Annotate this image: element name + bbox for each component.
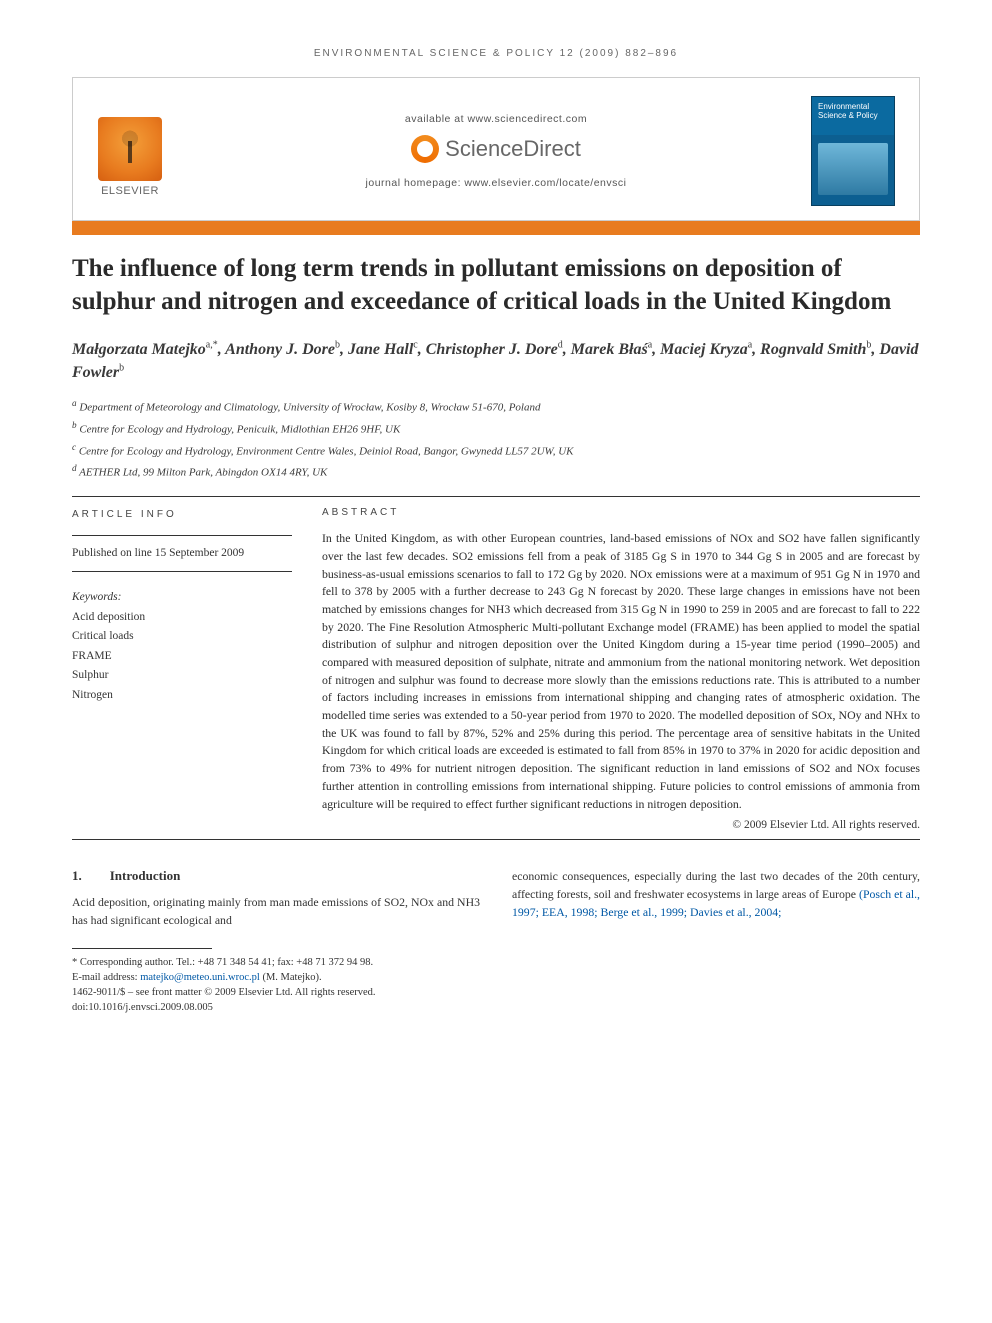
- affiliation-line: b Centre for Ecology and Hydrology, Peni…: [72, 418, 920, 439]
- keyword: Critical loads: [72, 627, 292, 645]
- affiliation-line: d AETHER Ltd, 99 Milton Park, Abingdon O…: [72, 461, 920, 482]
- intro-text-left: Acid deposition, originating mainly from…: [72, 894, 480, 929]
- divider: [72, 496, 920, 497]
- abstract-body: In the United Kingdom, as with other Eur…: [322, 530, 920, 813]
- corresponding-author: * Corresponding author. Tel.: +48 71 348…: [72, 955, 480, 970]
- journal-cover-title: Environmental Science & Policy: [818, 103, 888, 121]
- intro-column-left: 1. Introduction Acid deposition, originat…: [72, 868, 480, 1015]
- front-matter: 1462-9011/$ – see front matter © 2009 El…: [72, 985, 480, 1000]
- doi: doi:10.1016/j.envsci.2009.08.005: [72, 1000, 480, 1015]
- keyword: Sulphur: [72, 666, 292, 684]
- keywords-label: Keywords:: [72, 588, 292, 606]
- keyword: Nitrogen: [72, 686, 292, 704]
- section-heading: 1. Introduction: [72, 868, 480, 884]
- article-info: ARTICLE INFO Published on line 15 Septem…: [72, 507, 292, 831]
- sciencedirect-swirl-icon: [411, 135, 439, 163]
- masthead: ELSEVIER available at www.sciencedirect.…: [72, 77, 920, 221]
- section-title: Introduction: [110, 868, 181, 883]
- elsevier-logo: ELSEVIER: [89, 105, 171, 197]
- article-title: The influence of long term trends in pol…: [72, 253, 920, 318]
- published-online: Published on line 15 September 2009: [72, 535, 292, 571]
- running-header: ENVIRONMENTAL SCIENCE & POLICY 12 (2009)…: [72, 48, 920, 59]
- email-label: E-mail address:: [72, 972, 140, 983]
- keyword: FRAME: [72, 647, 292, 665]
- email-link[interactable]: matejko@meteo.uni.wroc.pl: [140, 972, 260, 983]
- accent-bar: [72, 221, 920, 235]
- journal-cover: Environmental Science & Policy: [811, 96, 895, 206]
- journal-homepage: journal homepage: www.elsevier.com/locat…: [193, 177, 799, 189]
- sciencedirect-text: ScienceDirect: [445, 136, 581, 162]
- affiliation-line: c Centre for Ecology and Hydrology, Envi…: [72, 440, 920, 461]
- abstract: ABSTRACT In the United Kingdom, as with …: [322, 507, 920, 831]
- footnotes: * Corresponding author. Tel.: +48 71 348…: [72, 955, 480, 1016]
- elsevier-tree-icon: [98, 117, 162, 181]
- section-number: 1.: [72, 868, 82, 883]
- divider: [72, 839, 920, 840]
- keyword: Acid deposition: [72, 608, 292, 626]
- publisher-name: ELSEVIER: [101, 185, 159, 197]
- sciencedirect-logo: ScienceDirect: [411, 135, 581, 163]
- article-info-label: ARTICLE INFO: [72, 507, 292, 523]
- intro-text-right: economic consequences, especially during…: [512, 868, 920, 921]
- author-list: Małgorzata Matejkoa,*, Anthony J. Doreb,…: [72, 338, 920, 384]
- available-at: available at www.sciencedirect.com: [193, 113, 799, 125]
- abstract-label: ABSTRACT: [322, 507, 920, 518]
- abstract-copyright: © 2009 Elsevier Ltd. All rights reserved…: [322, 819, 920, 831]
- email-tail: (M. Matejko).: [260, 972, 322, 983]
- intro-column-right: economic consequences, especially during…: [512, 868, 920, 1015]
- email-line: E-mail address: matejko@meteo.uni.wroc.p…: [72, 970, 480, 985]
- keywords-list: Acid depositionCritical loads FRAMESulphu…: [72, 608, 292, 704]
- journal-cover-image: [818, 143, 888, 195]
- affiliation-line: a Department of Meteorology and Climatol…: [72, 396, 920, 417]
- affiliations: a Department of Meteorology and Climatol…: [72, 396, 920, 482]
- footnote-separator: [72, 948, 212, 949]
